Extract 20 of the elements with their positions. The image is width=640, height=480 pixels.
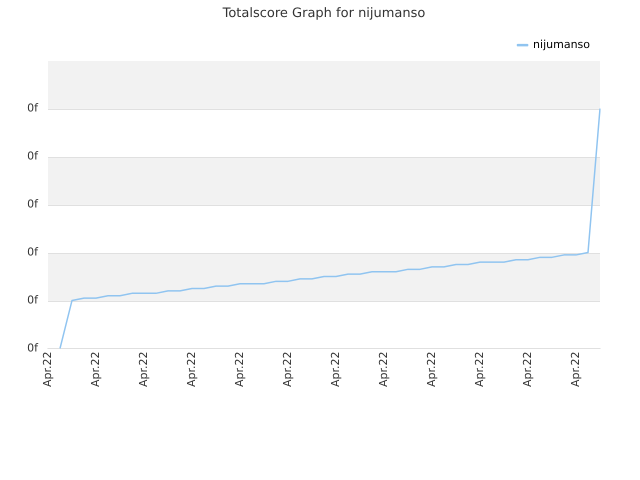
x-tick-label: Apr.22	[88, 351, 102, 387]
x-tick-label: Apr.22	[520, 351, 534, 387]
x-tick-label: Apr.22	[376, 351, 390, 387]
x-tick-label: Apr.22	[40, 351, 54, 387]
x-tick-label: Apr.22	[136, 351, 150, 387]
x-tick-label: Apr.22	[424, 351, 438, 387]
text: 0f	[27, 245, 40, 258]
text: 0f	[27, 293, 40, 306]
legend-label: nijumanso	[533, 38, 590, 51]
text: 0f	[27, 149, 40, 162]
x-tick-label: Apr.22	[232, 351, 246, 387]
text: 0f	[27, 197, 40, 210]
x-tick-label: Apr.22	[280, 351, 294, 387]
x-tick-label: Apr.22	[184, 351, 198, 387]
x-tick-label: Apr.22	[328, 351, 342, 387]
text: 0f	[27, 101, 40, 114]
x-tick-label: Apr.22	[568, 351, 582, 387]
x-tick-label: Apr.22	[472, 351, 486, 387]
text: 0f	[27, 341, 40, 354]
chart-title: Totalscore Graph for nijumanso	[222, 6, 426, 22]
